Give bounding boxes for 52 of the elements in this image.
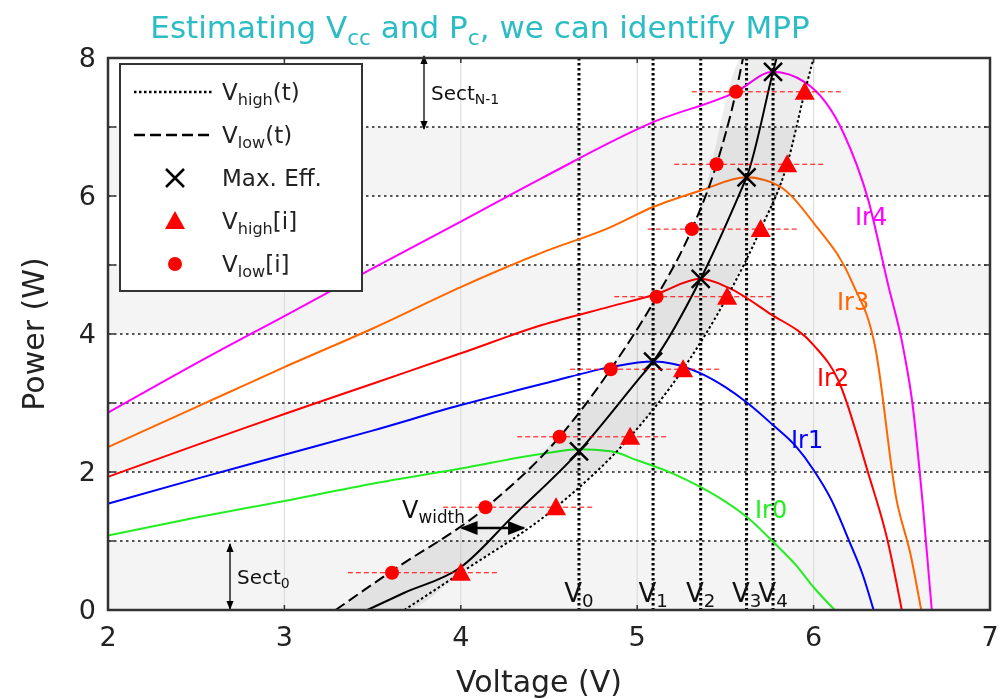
ref-line-label: V$_{2}$ xyxy=(686,578,716,612)
x-tick-label: 2 xyxy=(99,621,117,652)
y-tick-label: 8 xyxy=(78,42,96,73)
point xyxy=(552,429,567,444)
annotation: V$_{width}$ xyxy=(402,495,465,527)
point xyxy=(568,441,590,462)
point xyxy=(450,562,471,581)
point xyxy=(794,81,815,100)
y-tick-label: 4 xyxy=(78,318,96,349)
legend-label: V$_{high}$[i] xyxy=(222,208,298,238)
line-series xyxy=(107,360,875,611)
point xyxy=(717,286,738,305)
point xyxy=(777,154,798,173)
point xyxy=(750,219,771,238)
x-axis-title: Voltage (V) xyxy=(456,664,622,699)
legend-label: V$_{low}$[i] xyxy=(222,251,290,281)
point xyxy=(649,289,664,304)
legend-label: V$_{high}$(t) xyxy=(222,79,300,109)
chart-title: Estimating V$_{cc}$ and P$_{c}$, we can identify MPP xyxy=(150,9,810,50)
ref-line-label: V$_{0}$ xyxy=(564,578,594,612)
point xyxy=(603,362,618,377)
point xyxy=(546,497,567,516)
point xyxy=(478,500,493,515)
x-tick-label: 4 xyxy=(452,621,470,652)
x-tick-label: 5 xyxy=(628,621,646,652)
y-tick-label: 6 xyxy=(78,180,96,211)
annotation: Sect$_{0}$ xyxy=(237,564,290,591)
legend-label: Max. Eff. xyxy=(222,165,322,191)
y-axis-title: Power (W) xyxy=(16,257,51,411)
point xyxy=(736,167,757,188)
x-tick-label: 6 xyxy=(805,621,823,652)
point xyxy=(762,61,784,83)
point xyxy=(385,565,399,580)
line-series xyxy=(107,277,903,611)
point xyxy=(690,268,711,290)
ref-line-label: V$_{1}$ xyxy=(638,578,668,612)
point xyxy=(709,157,724,172)
point xyxy=(620,426,641,445)
point xyxy=(673,359,694,378)
series-label: Ir0 xyxy=(755,496,788,524)
point xyxy=(684,222,699,237)
annotation: Sect$_{N-1}$ xyxy=(431,80,500,107)
line-series xyxy=(107,448,836,611)
series-label: Ir1 xyxy=(791,426,824,454)
x-tick-label: 7 xyxy=(981,621,999,652)
legend-label: V$_{low}$(t) xyxy=(222,122,293,152)
point xyxy=(642,351,664,372)
point xyxy=(728,84,743,99)
y-tick-label: 2 xyxy=(78,456,96,487)
line-series xyxy=(107,70,933,611)
x-tick-label: 3 xyxy=(275,621,293,652)
y-tick-label: 0 xyxy=(78,594,96,625)
